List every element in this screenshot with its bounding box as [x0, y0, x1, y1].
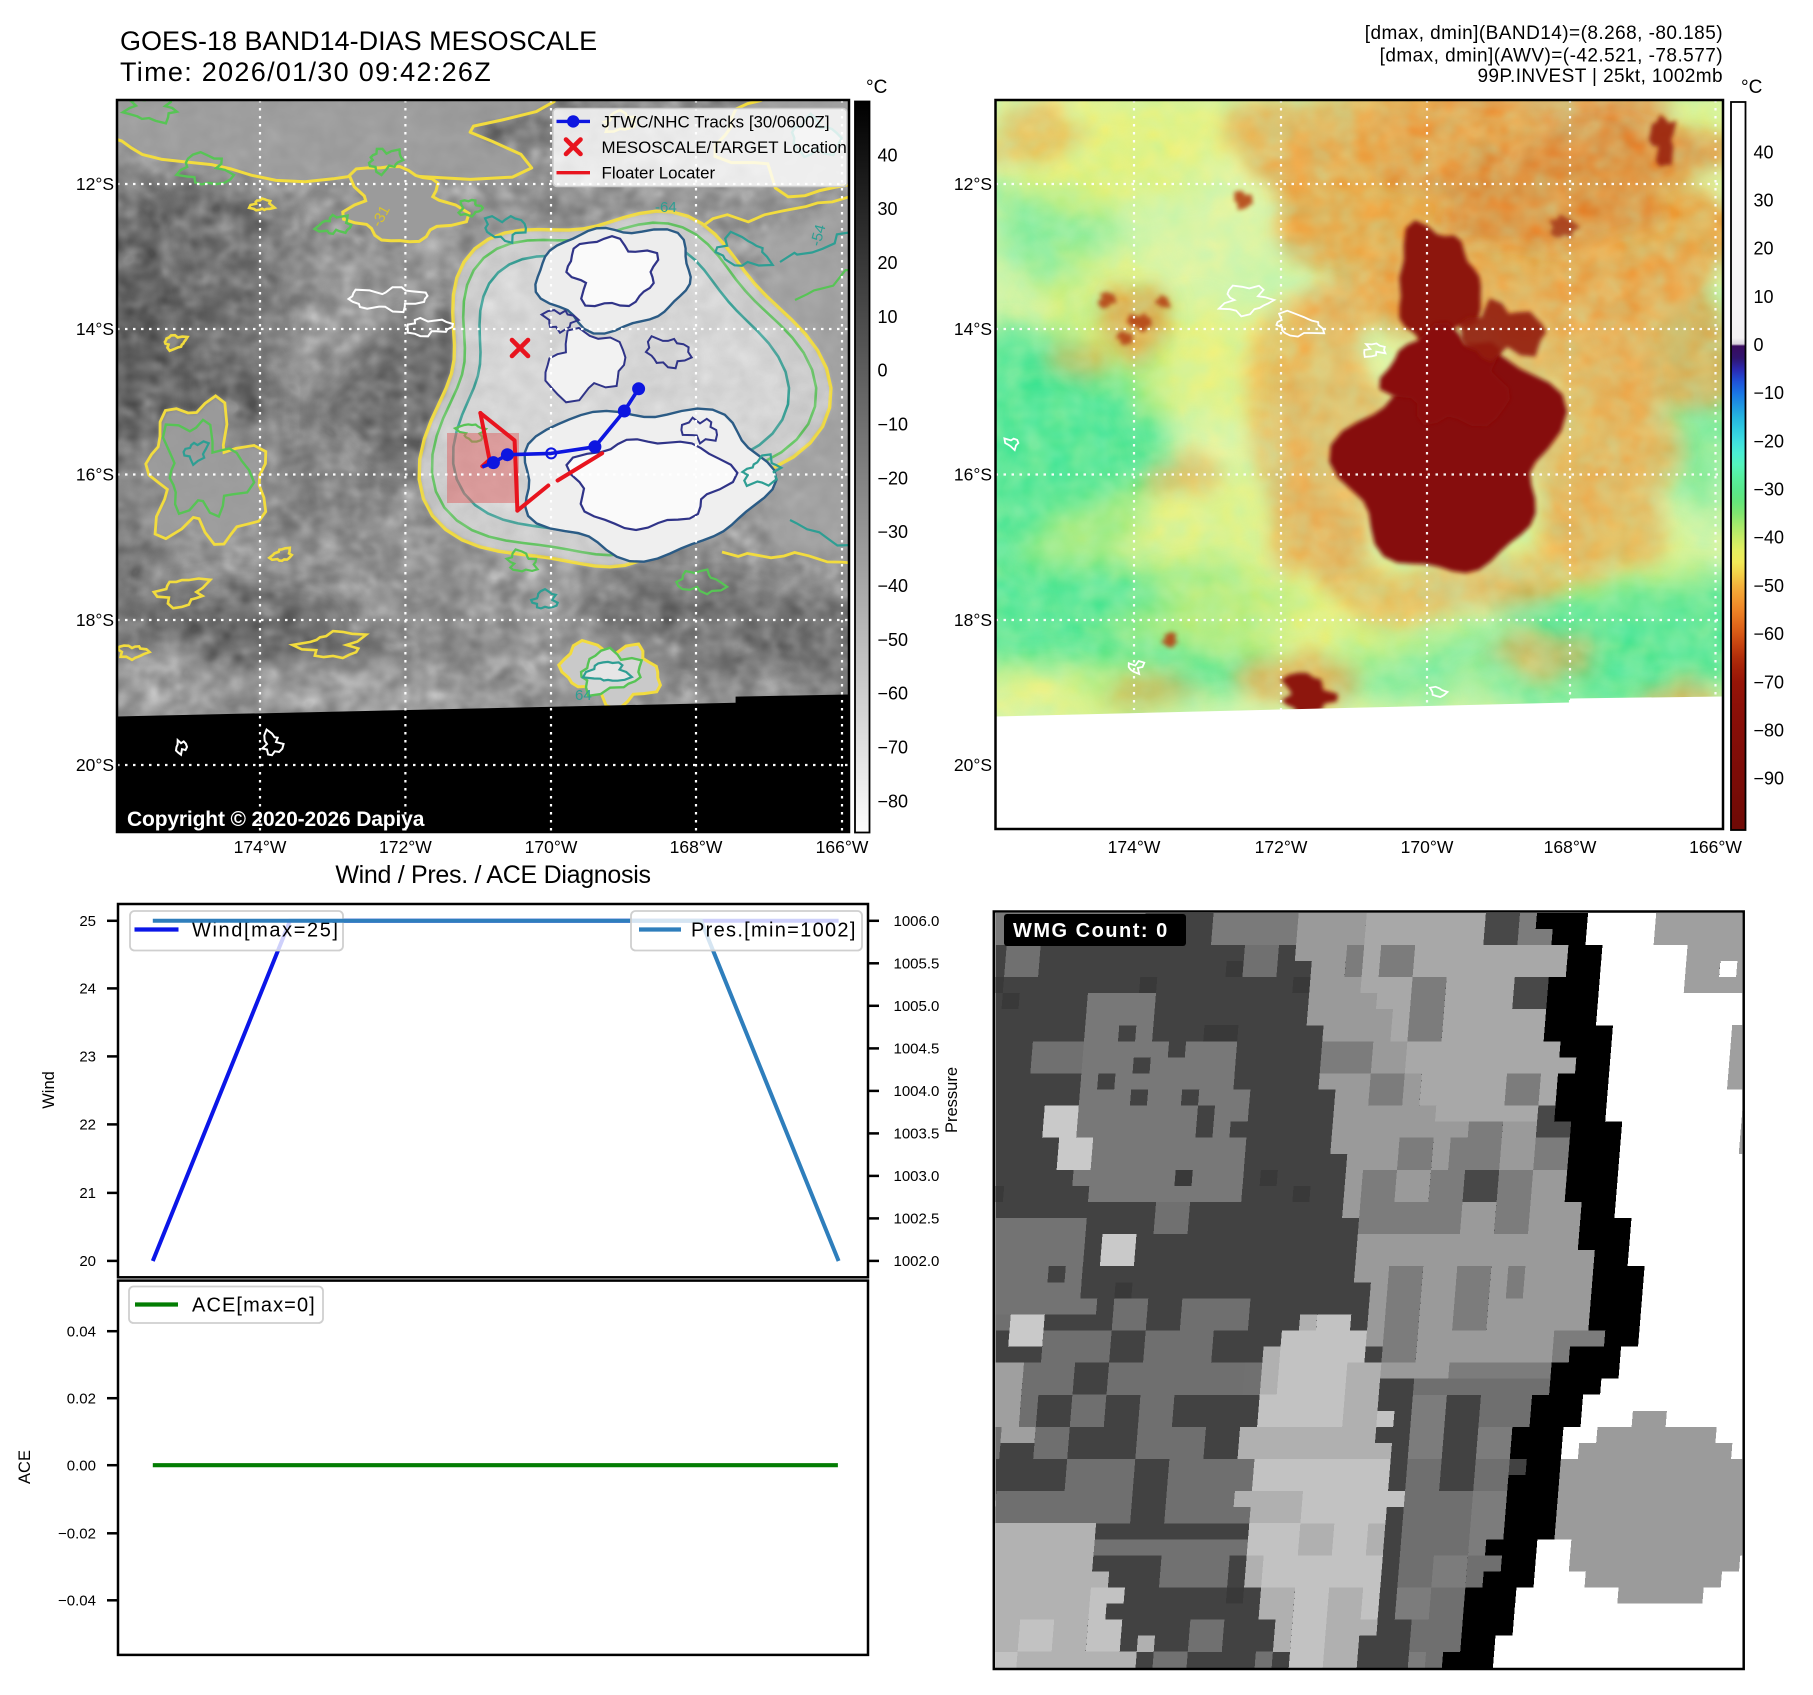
svg-text:20: 20 [878, 253, 898, 273]
svg-text:−0.02: −0.02 [58, 1526, 96, 1543]
svg-text:WMG Count: 0: WMG Count: 0 [1013, 920, 1169, 942]
svg-text:40: 40 [1754, 142, 1774, 162]
svg-text:10: 10 [1754, 287, 1774, 307]
svg-text:−80: −80 [1754, 721, 1785, 741]
svg-text:0: 0 [878, 361, 888, 381]
svg-text:20: 20 [1754, 239, 1774, 259]
svg-text:1004.0: 1004.0 [894, 1083, 940, 1100]
svg-text:1006.0: 1006.0 [894, 913, 940, 930]
svg-text:−40: −40 [878, 576, 909, 596]
svg-text:−0.04: −0.04 [58, 1593, 96, 1610]
svg-text:18°S: 18°S [954, 610, 992, 630]
svg-text:−50: −50 [1754, 576, 1785, 596]
svg-text:−30: −30 [878, 522, 909, 542]
svg-text:174°W: 174°W [234, 837, 287, 857]
svg-text:−90: −90 [1754, 769, 1785, 789]
svg-text:JTWC/NHC Tracks [30/0600Z]: JTWC/NHC Tracks [30/0600Z] [602, 112, 830, 131]
svg-text:0.02: 0.02 [67, 1391, 96, 1408]
svg-text:GOES-18 BAND14-DIAS MESOSCALE: GOES-18 BAND14-DIAS MESOSCALE [120, 26, 597, 56]
svg-text:1005.0: 1005.0 [894, 998, 940, 1015]
svg-text:°C: °C [1741, 77, 1762, 98]
svg-text:Wind / Pres. / ACE Diagnosis: Wind / Pres. / ACE Diagnosis [335, 861, 650, 889]
svg-text:168°W: 168°W [670, 837, 723, 857]
svg-text:30: 30 [1754, 191, 1774, 211]
svg-text:Wind: Wind [40, 1071, 58, 1109]
svg-text:1004.5: 1004.5 [894, 1041, 940, 1058]
svg-text:10: 10 [878, 307, 898, 327]
svg-text:[dmax, dmin](AWV)=(-42.521, -7: [dmax, dmin](AWV)=(-42.521, -78.577) [1380, 46, 1723, 67]
svg-text:14°S: 14°S [76, 319, 114, 339]
svg-text:64: 64 [575, 687, 592, 704]
svg-text:16°S: 16°S [954, 465, 992, 485]
svg-text:25: 25 [79, 913, 96, 930]
svg-text:−10: −10 [1754, 383, 1785, 403]
svg-text:20°S: 20°S [76, 755, 114, 775]
svg-text:166°W: 166°W [1689, 837, 1742, 857]
svg-text:1002.5: 1002.5 [894, 1211, 940, 1228]
svg-text:12°S: 12°S [954, 174, 992, 194]
svg-text:°C: °C [866, 77, 887, 98]
svg-text:−70: −70 [1754, 672, 1785, 692]
svg-text:172°W: 172°W [379, 837, 432, 857]
svg-text:−60: −60 [878, 684, 909, 704]
svg-text:21: 21 [79, 1185, 96, 1202]
svg-text:Pressure: Pressure [943, 1067, 961, 1133]
svg-text:1005.5: 1005.5 [894, 956, 940, 973]
svg-text:166°W: 166°W [816, 837, 869, 857]
svg-text:ACE[max=0]: ACE[max=0] [192, 1295, 316, 1317]
svg-text:170°W: 170°W [525, 837, 578, 857]
svg-text:40: 40 [878, 145, 898, 165]
svg-text:−70: −70 [878, 737, 909, 757]
svg-text:Floater Locater: Floater Locater [602, 164, 716, 183]
svg-text:20: 20 [79, 1253, 96, 1270]
svg-text:−30: −30 [1754, 480, 1785, 500]
svg-text:−80: −80 [878, 791, 909, 811]
svg-text:[dmax, dmin](BAND14)=(8.268, -: [dmax, dmin](BAND14)=(8.268, -80.185) [1365, 23, 1723, 44]
svg-text:−20: −20 [1754, 431, 1785, 451]
svg-text:170°W: 170°W [1401, 837, 1454, 857]
svg-text:14°S: 14°S [954, 319, 992, 339]
svg-text:−50: −50 [878, 630, 909, 650]
svg-text:30: 30 [878, 199, 898, 219]
svg-text:168°W: 168°W [1544, 837, 1597, 857]
svg-text:MESOSCALE/TARGET Location: MESOSCALE/TARGET Location [602, 138, 847, 157]
svg-text:24: 24 [79, 981, 96, 998]
svg-text:−40: −40 [1754, 528, 1785, 548]
svg-text:-54: -54 [807, 223, 829, 248]
svg-text:0.00: 0.00 [67, 1458, 96, 1475]
svg-text:0.04: 0.04 [67, 1324, 96, 1341]
svg-text:−20: −20 [878, 468, 909, 488]
svg-text:23: 23 [79, 1049, 96, 1066]
svg-text:1002.0: 1002.0 [894, 1253, 940, 1270]
svg-text:Time: 2026/01/30 09:42:26Z: Time: 2026/01/30 09:42:26Z [120, 57, 492, 87]
svg-text:1003.5: 1003.5 [894, 1126, 940, 1143]
svg-text:1003.0: 1003.0 [894, 1168, 940, 1185]
svg-text:Pres.[min=1002]: Pres.[min=1002] [691, 920, 857, 942]
svg-text:22: 22 [79, 1117, 96, 1134]
svg-text:20°S: 20°S [954, 755, 992, 775]
svg-text:-64: -64 [655, 199, 677, 216]
svg-text:172°W: 172°W [1255, 837, 1308, 857]
svg-text:18°S: 18°S [76, 610, 114, 630]
svg-text:−60: −60 [1754, 624, 1785, 644]
svg-text:12°S: 12°S [76, 174, 114, 194]
svg-text:−10: −10 [878, 414, 909, 434]
svg-text:Wind[max=25]: Wind[max=25] [192, 920, 340, 942]
svg-text:ACE: ACE [16, 1450, 34, 1484]
svg-text:174°W: 174°W [1108, 837, 1161, 857]
svg-text:16°S: 16°S [76, 465, 114, 485]
svg-text:0: 0 [1754, 335, 1764, 355]
svg-text:Copyright © 2020-2026 Dapiya: Copyright © 2020-2026 Dapiya [127, 808, 425, 831]
svg-text:99P.INVEST | 25kt, 1002mb: 99P.INVEST | 25kt, 1002mb [1477, 66, 1723, 87]
